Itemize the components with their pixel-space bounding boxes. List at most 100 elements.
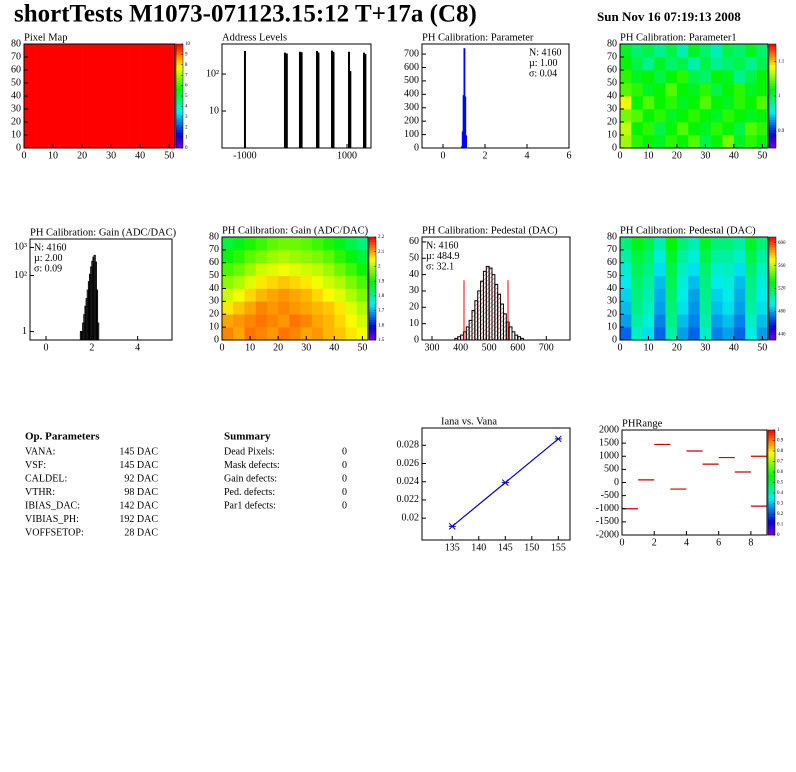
heatmap-cell	[345, 327, 358, 341]
z-tick-label: 0.8	[777, 449, 784, 454]
y-tick-label: 20	[409, 302, 419, 313]
heatmap-cell	[654, 301, 666, 315]
y-tick-label: 10²	[206, 68, 219, 79]
summary-value: 0	[342, 473, 347, 484]
heatmap-cell	[745, 109, 757, 123]
y-tick-label: 10³	[14, 242, 27, 253]
heatmap-cell	[711, 135, 723, 149]
heatmap-cell	[722, 44, 735, 58]
heatmap-cell	[711, 275, 723, 289]
heatmap-cell	[654, 96, 666, 110]
colorbar-step	[369, 291, 376, 294]
heatmap-cell	[620, 122, 632, 136]
heatmap-cell	[233, 249, 245, 264]
heatmap-cell	[35, 57, 48, 71]
colorbar-step	[769, 303, 776, 307]
y-tick-label: 0.026	[397, 458, 420, 469]
y-tick-label: 10	[607, 129, 617, 140]
colorbar-step	[176, 75, 183, 79]
summary-label: Dead Pixels:	[224, 446, 275, 457]
summary-value: 0	[342, 487, 347, 498]
y-tick-label: 20	[209, 309, 219, 320]
colorbar-step	[369, 273, 376, 276]
heatmap-cell	[665, 301, 678, 315]
heatmap-cell	[345, 314, 358, 328]
colorbar-step	[768, 529, 775, 533]
y-tick-label: 0	[612, 334, 617, 345]
heatmap-cell	[631, 57, 644, 71]
colorbar-step	[768, 456, 775, 460]
heatmap-cell	[334, 262, 346, 276]
heatmap-cell	[334, 301, 346, 315]
heatmap-cell	[128, 44, 141, 58]
heatmap-cell	[311, 327, 324, 341]
x-tick-label: 4	[684, 537, 689, 548]
heatmap-cell	[631, 44, 644, 58]
heatmap-cell	[631, 109, 644, 123]
heatmap-cell	[70, 109, 83, 123]
heatmap-cell	[688, 249, 700, 264]
z-tick-label: 8	[185, 63, 188, 68]
heatmap-cell	[255, 262, 268, 276]
colorbar-step	[768, 485, 775, 489]
heatmap-cell	[620, 237, 632, 251]
colorbar-step	[769, 124, 776, 128]
colorbar-step	[176, 70, 183, 73]
heatmap-cell	[222, 237, 234, 251]
heatmap-cell	[244, 314, 256, 328]
heatmap-cell	[278, 237, 290, 251]
colorbar-step	[369, 314, 376, 318]
y-tick-label: 0	[414, 334, 419, 345]
y-tick-label: -2000	[596, 529, 619, 540]
heatmap-cell	[699, 249, 712, 264]
colorbar-step	[369, 319, 376, 323]
param-value: 28 DAC	[124, 527, 158, 538]
heatmap-cell	[266, 275, 279, 289]
heatmap-cell	[356, 237, 369, 251]
colorbar-step	[768, 495, 775, 499]
x-tick-label: 0	[620, 537, 625, 548]
colorbar-step	[369, 332, 376, 336]
y-tick-label: 80	[11, 38, 21, 49]
z-tick-label: 2.1	[378, 250, 385, 255]
x-tick-label: 10	[643, 342, 653, 353]
heatmap-cell	[128, 122, 141, 136]
bar	[317, 52, 320, 148]
heatmap-cell	[642, 275, 655, 289]
colorbar-step	[369, 242, 376, 246]
heatmap-cell	[642, 288, 655, 302]
heatmap-cell	[699, 135, 712, 149]
heatmap-cell	[244, 249, 256, 264]
summary-title: Summary	[224, 431, 271, 443]
colorbar-step	[769, 140, 776, 144]
heatmap-cell	[676, 57, 689, 71]
heatmap-cell	[82, 57, 94, 71]
heatmap-cell	[620, 288, 632, 302]
heatmap-cell	[334, 327, 346, 341]
heatmap-cell	[676, 327, 689, 341]
heatmap-cell	[699, 275, 712, 289]
x-tick-label: 300	[425, 342, 440, 353]
colorbar-step	[768, 503, 775, 507]
heatmap-cell	[323, 301, 335, 315]
heatmap-cell	[665, 109, 678, 123]
y-tick-label: 50	[607, 77, 617, 88]
colorbar-step	[768, 479, 775, 483]
plot-area	[622, 430, 767, 535]
colorbar-step	[769, 90, 776, 94]
heatmap-cell	[334, 288, 346, 302]
heatmap-cell	[278, 249, 290, 264]
param-name: VANA:	[25, 446, 55, 457]
heatmap-cell	[642, 122, 655, 136]
colorbar-step	[369, 265, 376, 269]
heatmap-cell	[140, 122, 153, 136]
colorbar-step	[769, 103, 776, 107]
y-tick-label: -1000	[596, 503, 619, 514]
panel-title: PH Calibration: Pedestal (DAC)	[620, 225, 756, 236]
colorbar-step	[769, 255, 776, 258]
heatmap-cell	[222, 262, 234, 276]
summary-label: Gain defects:	[224, 473, 277, 484]
heatmap-cell	[47, 109, 60, 123]
z-tick-label: 560	[778, 264, 786, 269]
colorbar-step	[176, 127, 183, 131]
